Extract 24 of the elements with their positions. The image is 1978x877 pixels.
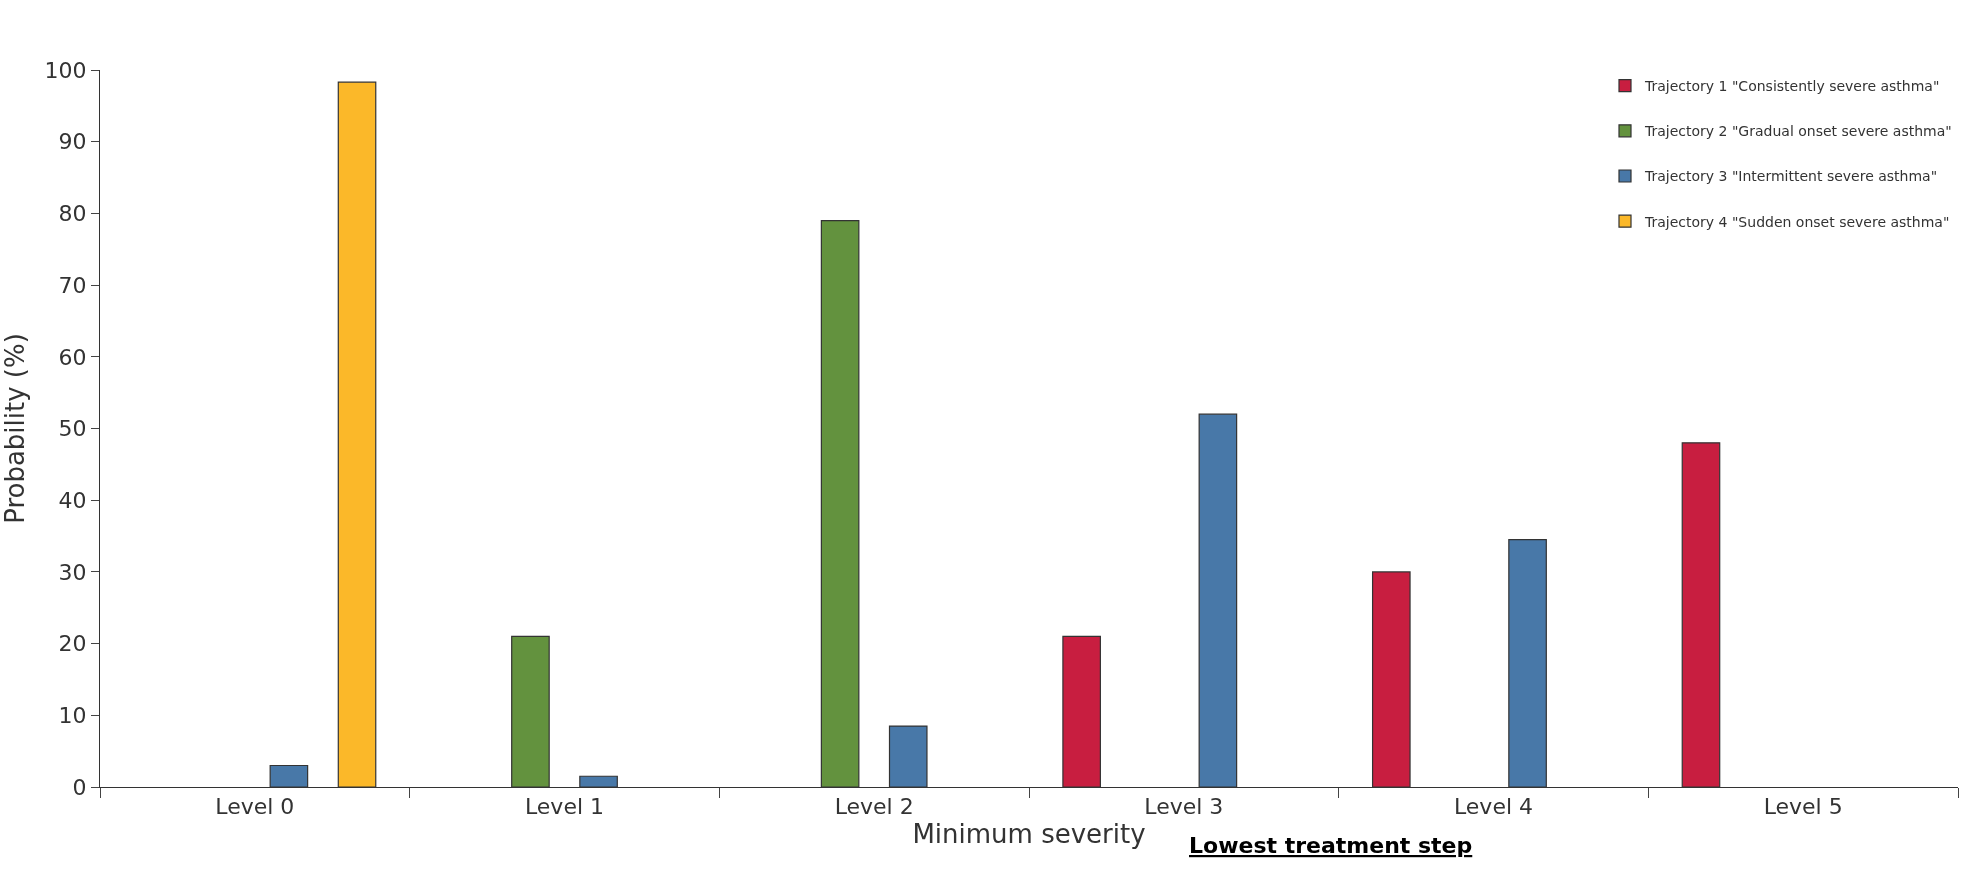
x-tick-label: Level 5	[1763, 794, 1843, 820]
x-tick-label: Level 3	[1144, 794, 1224, 820]
y-tick-label: 50	[58, 416, 87, 442]
y-tick-label: 20	[58, 631, 87, 657]
x-tick-label: Level 0	[215, 794, 295, 820]
text: Lowest treatment step	[1189, 833, 1473, 858]
legend-label: Trajectory 2 "Gradual onset severe asthma"	[1644, 123, 1952, 140]
legend-label: Trajectory 1 "Consistently severe asthma"	[1644, 78, 1940, 95]
y-tick-label: 0	[72, 774, 87, 800]
x-axis-title: Minimum severity	[912, 819, 1146, 850]
legend-label: Trajectory 4 "Sudden onset severe asthma"	[1644, 213, 1950, 230]
x-tick-label: Level 2	[834, 794, 914, 820]
y-tick-label: 70	[58, 272, 87, 298]
y-tick-label: 10	[58, 703, 87, 728]
legend-label: Trajectory 3 "Intermittent severe asthma"	[1644, 168, 1938, 185]
x-tick-label: Level 1	[524, 794, 605, 820]
x-tick-label: Level 4	[1453, 794, 1534, 820]
y-tick-label: 60	[58, 344, 87, 370]
y-tick-label: 80	[58, 201, 87, 227]
y-tick-label: 90	[58, 129, 87, 155]
y-tick-label: 40	[58, 487, 87, 513]
y-tick-label: 30	[58, 559, 87, 585]
y-axis-title: Probability (%)	[0, 333, 30, 524]
y-tick-label: 100	[44, 57, 87, 83]
